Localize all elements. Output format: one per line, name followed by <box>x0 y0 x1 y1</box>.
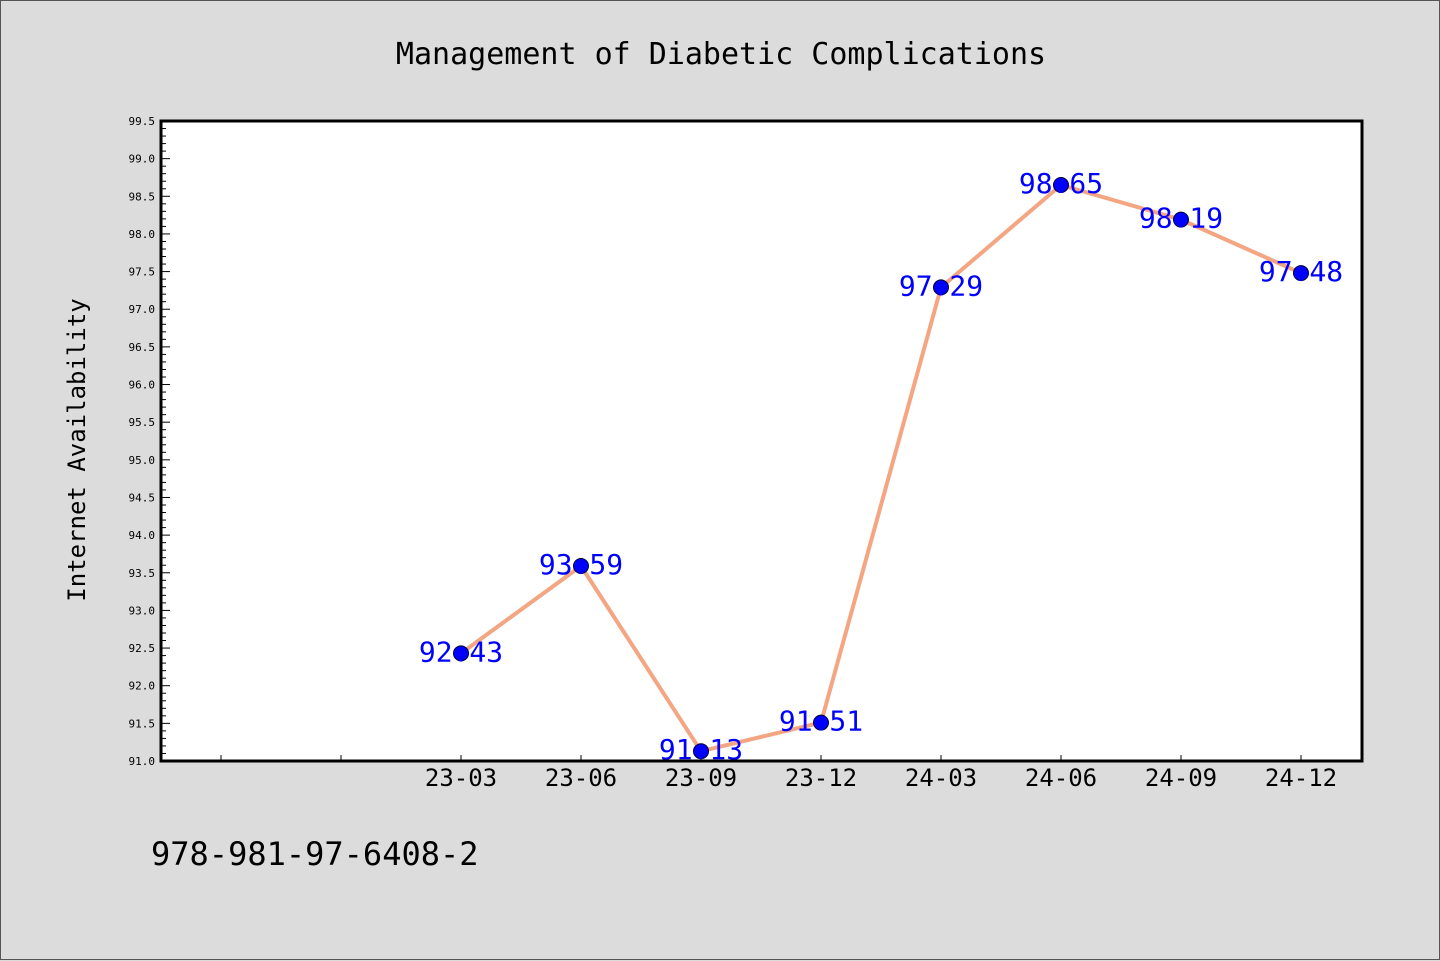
chart-title: Management of Diabetic Complications <box>396 37 1046 72</box>
y-tick-label: 93.5 <box>129 567 156 580</box>
y-tick-label: 95.5 <box>129 416 156 429</box>
y-tick-label: 98.0 <box>129 228 156 241</box>
data-label: 98.19 <box>1139 202 1223 235</box>
plot-border <box>159 119 1364 763</box>
data-label: 97.29 <box>899 269 983 302</box>
data-point <box>453 645 469 662</box>
y-tick-label: 99.0 <box>129 153 156 166</box>
y-tick-label: 91.0 <box>129 755 156 768</box>
plot-area <box>161 121 1362 761</box>
y-axis: 91.0 91.5 92.0 92.5 93.0 93.5 94.0 94.5 95.0 95.5… <box>129 115 170 768</box>
marker-group <box>453 177 1309 760</box>
series-line <box>459 183 1302 754</box>
y-tick-label: 96.5 <box>129 341 156 354</box>
data-point <box>693 743 709 760</box>
y-tick-label: 97.0 <box>129 303 156 316</box>
isbn-text: 978-981-97-6408-2 <box>151 835 479 873</box>
x-tick-label: 24-06 <box>1025 764 1097 792</box>
y-axis-label: Internet Availability <box>63 298 91 601</box>
y-tick-label: 92.0 <box>129 680 156 693</box>
x-tick-label: 24-09 <box>1145 764 1217 792</box>
y-tick-label: 95.0 <box>129 454 156 467</box>
x-axis: 23-03 23-06 23-09 23-12 24-03 24-06 24-09 24-12 <box>220 755 1337 792</box>
series-line-group <box>459 183 1302 754</box>
x-tick-label: 23-09 <box>665 764 737 792</box>
y-tick-label: 93.0 <box>129 604 156 617</box>
data-label: 98.65 <box>1019 167 1103 200</box>
data-label: 93.59 <box>539 548 623 581</box>
y-tick-label: 94.0 <box>129 529 156 542</box>
x-tick-label: 23-12 <box>785 764 857 792</box>
data-point <box>1053 177 1069 193</box>
data-label: 92.43 <box>419 635 503 668</box>
data-point <box>813 714 829 731</box>
y-tick-label: 92.5 <box>129 642 156 655</box>
data-label: 91.51 <box>779 705 863 738</box>
y-tick-label: 97.5 <box>129 266 156 279</box>
x-tick-label: 24-03 <box>905 764 977 792</box>
x-tick-label: 24-12 <box>1265 764 1337 792</box>
x-tick-label: 23-06 <box>545 764 617 792</box>
y-tick-label: 94.5 <box>129 491 156 504</box>
data-point <box>573 557 589 574</box>
data-point <box>1173 211 1189 228</box>
data-point <box>933 279 949 296</box>
data-label: 97.48 <box>1259 255 1343 288</box>
y-tick-label: 96.0 <box>129 379 156 392</box>
x-tick-label: 23-03 <box>425 764 497 792</box>
y-tick-label: 99.5 <box>129 115 156 128</box>
data-point <box>1293 265 1309 282</box>
y-tick-label: 91.5 <box>129 717 156 730</box>
y-tick-label: 98.5 <box>129 190 156 203</box>
